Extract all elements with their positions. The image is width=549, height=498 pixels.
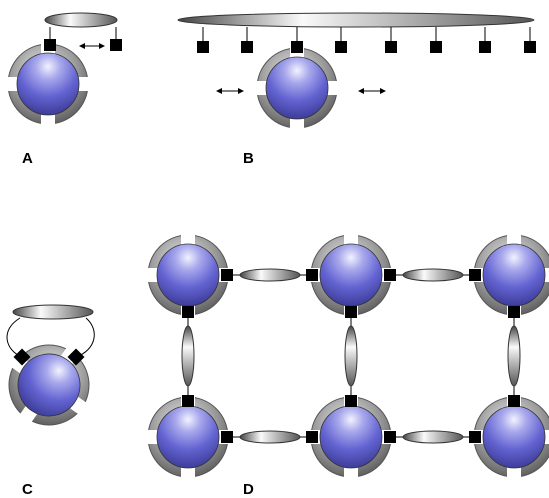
sphere	[309, 233, 393, 317]
anchor	[110, 39, 122, 51]
anchors	[197, 41, 536, 53]
sphere	[472, 233, 549, 317]
tethers	[203, 27, 530, 42]
sphere	[0, 327, 107, 444]
panel-b: B	[178, 13, 536, 167]
sphere	[146, 233, 230, 317]
panel-c: C	[0, 305, 107, 498]
sphere	[255, 46, 339, 130]
sphere	[146, 395, 230, 479]
sphere	[6, 42, 90, 126]
panel-label: C	[22, 481, 33, 498]
anchor	[44, 39, 56, 51]
panel-label: D	[243, 481, 254, 498]
panel-label: B	[243, 150, 254, 167]
cap	[45, 13, 117, 27]
panel-label: A	[22, 150, 33, 167]
sphere	[472, 395, 549, 479]
diagram: A B C	[0, 0, 549, 498]
tether	[76, 318, 94, 357]
panel-d: D	[146, 233, 549, 498]
page: A B C	[0, 0, 549, 498]
sphere	[309, 395, 393, 479]
panel-a: A	[6, 13, 122, 167]
cap	[178, 13, 534, 27]
cap	[13, 305, 93, 319]
